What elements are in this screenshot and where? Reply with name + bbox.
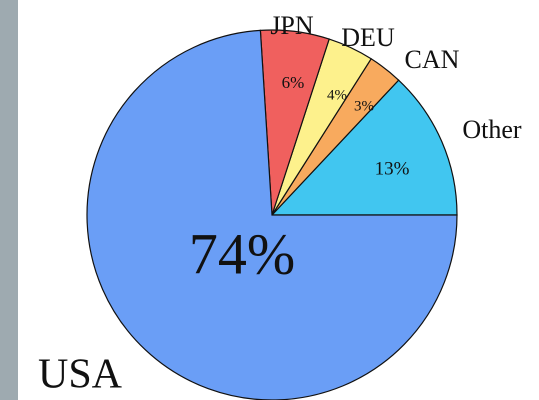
value-label: 6%: [282, 73, 305, 92]
slice-label: USA: [38, 352, 123, 398]
pie-slice: [270, 79, 458, 216]
value-label: 4%: [327, 87, 347, 103]
value-label: 3%: [354, 98, 374, 114]
slice-label: DEU: [341, 23, 395, 52]
pie-slice: [86, 29, 458, 400]
slice-label: CAN: [405, 45, 460, 74]
side-bar: [0, 0, 18, 400]
slice-label: JPN: [270, 11, 314, 40]
value-label: 13%: [375, 158, 410, 179]
value-label: 74%: [189, 221, 295, 286]
slice-label: Other: [462, 115, 522, 144]
